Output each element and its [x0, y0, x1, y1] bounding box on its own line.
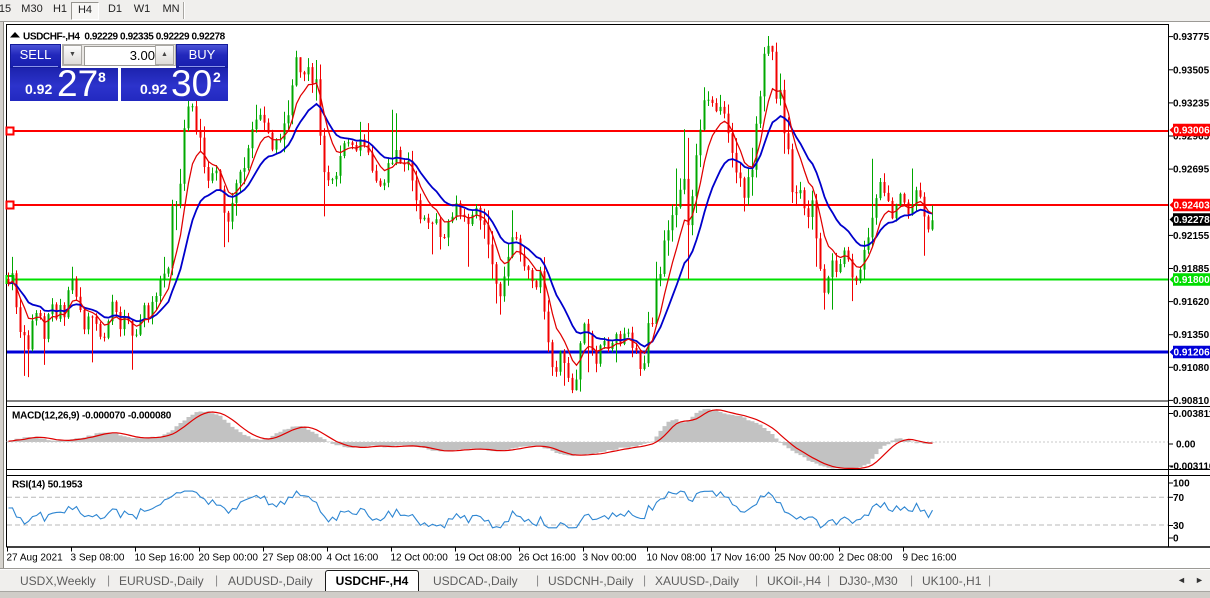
svg-text:19 Oct 08:00: 19 Oct 08:00 [455, 553, 513, 564]
svg-text:0.92403: 0.92403 [1174, 201, 1210, 212]
svg-text:0.93775: 0.93775 [1173, 32, 1210, 43]
svg-text:25 Nov 00:00: 25 Nov 00:00 [775, 553, 835, 564]
svg-text:0.90810: 0.90810 [1173, 396, 1210, 407]
svg-text:4 Oct 16:00: 4 Oct 16:00 [327, 553, 379, 564]
svg-text:0.93505: 0.93505 [1173, 65, 1210, 76]
svg-text:10 Sep 16:00: 10 Sep 16:00 [135, 553, 195, 564]
svg-text:0.91620: 0.91620 [1173, 297, 1210, 308]
svg-text:20 Sep 00:00: 20 Sep 00:00 [199, 553, 259, 564]
svg-text:0.93006: 0.93006 [1174, 126, 1210, 137]
svg-text:26 Oct 16:00: 26 Oct 16:00 [519, 553, 577, 564]
svg-text:10 Nov 08:00: 10 Nov 08:00 [647, 553, 707, 564]
svg-text:100: 100 [1173, 479, 1190, 490]
svg-text:27 Aug 2021: 27 Aug 2021 [7, 553, 64, 564]
svg-text:9 Dec 16:00: 9 Dec 16:00 [903, 553, 957, 564]
svg-text:0.91080: 0.91080 [1173, 363, 1210, 374]
svg-text:3 Nov 00:00: 3 Nov 00:00 [583, 553, 637, 564]
svg-text:-0.003110: -0.003110 [1170, 462, 1210, 473]
svg-text:17 Nov 16:00: 17 Nov 16:00 [711, 553, 771, 564]
svg-text:0.92695: 0.92695 [1173, 165, 1210, 176]
svg-text:0.91800: 0.91800 [1174, 275, 1210, 286]
svg-text:RSI(14) 50.1953: RSI(14) 50.1953 [12, 480, 83, 491]
svg-text:0.93235: 0.93235 [1173, 98, 1210, 109]
svg-text:0.91206: 0.91206 [1174, 348, 1210, 359]
svg-text:3 Sep 08:00: 3 Sep 08:00 [71, 553, 125, 564]
svg-text:0: 0 [1173, 534, 1179, 545]
svg-text:USDCHF-,H4 0.92229 0.92335 0.: USDCHF-,H4 0.92229 0.92335 0.92229 0.922… [23, 32, 226, 43]
svg-text:0.92155: 0.92155 [1173, 231, 1210, 242]
svg-text:0.91350: 0.91350 [1173, 330, 1210, 341]
svg-text:27 Sep 08:00: 27 Sep 08:00 [263, 553, 323, 564]
svg-text:0.003811: 0.003811 [1173, 409, 1210, 420]
svg-text:70: 70 [1173, 493, 1185, 504]
svg-text:12 Oct 00:00: 12 Oct 00:00 [391, 553, 449, 564]
svg-text:0.92278: 0.92278 [1174, 215, 1210, 226]
svg-text:2 Dec 08:00: 2 Dec 08:00 [839, 553, 893, 564]
svg-text:MACD(12,26,9) -0.000070 -0.000: MACD(12,26,9) -0.000070 -0.000080 [12, 411, 172, 422]
svg-text:30: 30 [1173, 521, 1185, 532]
svg-text:0.00: 0.00 [1176, 440, 1196, 451]
